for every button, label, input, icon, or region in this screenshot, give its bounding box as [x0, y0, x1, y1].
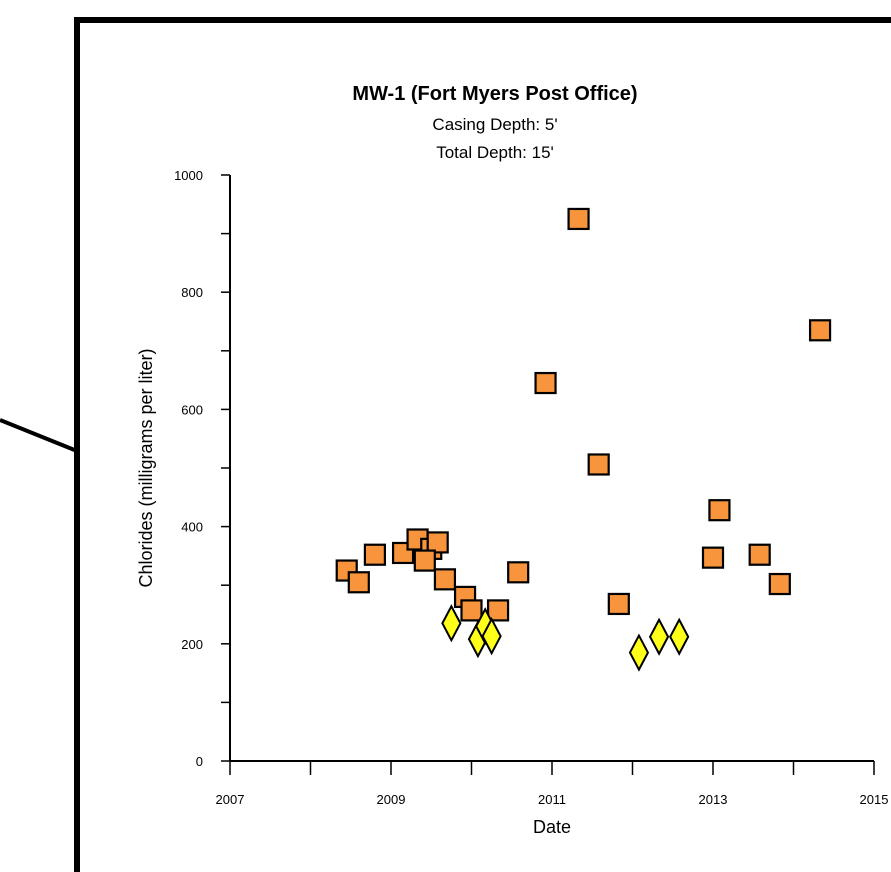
data-point-diamond — [628, 633, 650, 672]
y-axis-label: Chlorides (milligrams per liter) — [136, 348, 156, 587]
y-axis-ticks: 0 200 400 600 800 1000 — [174, 168, 230, 769]
data-point-square — [426, 531, 449, 554]
data-point-diamond — [481, 617, 502, 656]
data-point-square — [460, 599, 483, 622]
data-point-square — [534, 371, 557, 395]
data-point-square — [768, 572, 791, 596]
y-tick-label: 0 — [196, 754, 203, 769]
x-tick-label: 2009 — [377, 792, 406, 807]
x-axis-label: Date — [533, 817, 571, 837]
data-point-square — [748, 543, 771, 566]
data-point-square — [507, 561, 530, 584]
data-point-diamond — [648, 617, 670, 656]
data-point-square — [413, 549, 436, 572]
data-point-square — [808, 319, 832, 342]
data-point-square — [587, 453, 610, 476]
data-point-square — [607, 592, 630, 616]
data-point-square — [486, 599, 510, 622]
y-tick-label: 600 — [181, 402, 203, 417]
data-point-square — [567, 207, 590, 231]
y-tick-label: 400 — [181, 520, 203, 535]
data-point-square — [701, 546, 725, 569]
x-tick-label: 2013 — [699, 792, 728, 807]
data-points — [335, 207, 832, 672]
chart-subtitle-total-depth: Total Depth: 15' — [436, 143, 554, 162]
x-tick-label: 2011 — [538, 792, 566, 807]
y-tick-label: 200 — [181, 637, 203, 652]
y-tick-label: 800 — [181, 285, 203, 300]
data-point-diamond — [669, 617, 690, 656]
x-tick-label: 2015 — [860, 792, 889, 807]
data-point-square — [708, 499, 731, 522]
y-tick-label: 1000 — [174, 168, 203, 183]
data-point-square — [347, 571, 370, 594]
data-point-diamond — [441, 604, 462, 643]
data-point-square — [363, 543, 386, 566]
chart-subtitle-casing-depth: Casing Depth: 5' — [432, 115, 557, 134]
chart-title: MW-1 (Fort Myers Post Office) — [352, 83, 637, 105]
data-point-square — [433, 568, 457, 591]
x-tick-label: 2007 — [216, 792, 245, 807]
x-axis-ticks: 2007 2009 2011 2013 2015 — [216, 761, 889, 807]
callout-leader-line — [0, 418, 78, 453]
